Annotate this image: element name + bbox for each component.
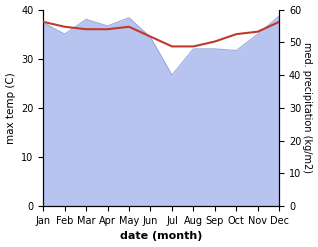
Y-axis label: med. precipitation (kg/m2): med. precipitation (kg/m2) [302,42,313,173]
Y-axis label: max temp (C): max temp (C) [5,72,16,144]
X-axis label: date (month): date (month) [120,231,203,242]
